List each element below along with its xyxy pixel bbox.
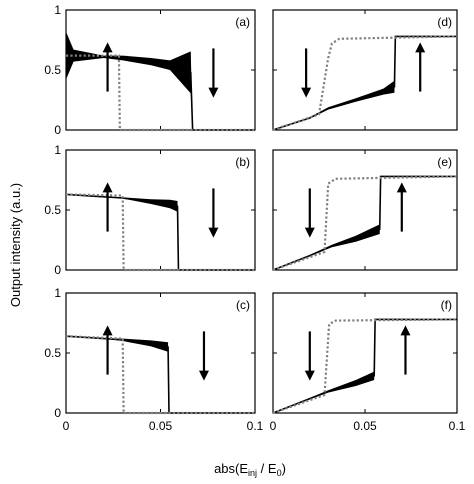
dotted-series [272,318,458,415]
x-axis-title-slash: / E [257,461,277,476]
panel-label: (a) [235,15,250,29]
dotted-series [65,335,255,415]
dotted-series [66,54,255,132]
x-axis-title: abs(Einj / E0) [214,461,286,478]
plot-frame [272,292,458,414]
plot-frame [65,292,256,414]
direction-arrow-up [400,325,411,336]
dotted-series [272,175,458,272]
x-tick-label: 0.1 [449,419,466,433]
solid-series [272,35,457,131]
y-tick-label: 1 [54,143,61,157]
direction-arrow-down [208,87,219,98]
direction-arrow-down [304,370,315,381]
direction-arrow-up [102,42,113,53]
dotted-series [65,193,255,272]
y-tick-label: 0 [54,123,61,137]
x-tick-label: 0.1 [247,419,264,433]
direction-arrow-up [102,325,113,336]
y-tick-label: 0 [54,406,61,420]
panel-4: (e) [272,149,458,272]
direction-arrow-up [396,182,407,193]
direction-arrow-down [304,227,315,238]
y-tick-label: 1 [54,3,61,17]
plot-frame [65,9,256,131]
plot-frame [272,149,458,271]
x-tick-label: 0.05 [149,419,173,433]
x-axis-title-zero: 0 [277,468,282,478]
panel-label: (f) [441,298,452,312]
y-axis-title: Output intensity (a.u.) [8,183,23,307]
y-tick-label: 0.5 [44,203,61,217]
direction-arrow-down [198,370,209,381]
y-tick-label: 0.5 [44,63,61,77]
panel-2: (d) [272,9,458,132]
panel-1: 0 0.5 1 (a) [44,3,256,137]
direction-arrow-up [102,182,113,193]
plot-frame [272,9,458,131]
x-tick-label: 0 [270,419,277,433]
series-envelope [66,31,255,131]
panel-6: 0 0.05 0.1 (f) [270,292,466,433]
panel-label: (b) [235,155,250,169]
y-tick-label: 1 [54,286,61,300]
panel-label: (e) [437,155,452,169]
x-axis-title-inj: inj [248,468,257,478]
panel-label: (d) [437,15,452,29]
direction-arrow-up [415,42,426,53]
solid-series [272,175,457,271]
plot-frame [65,149,256,271]
dotted-series [272,35,458,132]
x-axis-title-abs: abs(E [214,461,248,476]
y-tick-label: 0.5 [44,346,61,360]
x-tick-label: 0.05 [353,419,377,433]
direction-arrow-down [208,227,219,238]
y-tick-label: 0 [54,263,61,277]
panel-5: 0 0.5 1 0 0.05 0.1 (c) [44,286,263,433]
panels: 00.51(a) (d)00.51(b) (e)00.510 0.05 0.1(c)0 0… [44,3,465,433]
panel-label: (c) [236,298,250,312]
x-tick-label: 0 [63,419,70,433]
direction-arrow-down [301,87,312,98]
panel-3: 0 0.5 1 (b) [44,143,256,277]
x-axis-title-close: ) [282,461,286,476]
